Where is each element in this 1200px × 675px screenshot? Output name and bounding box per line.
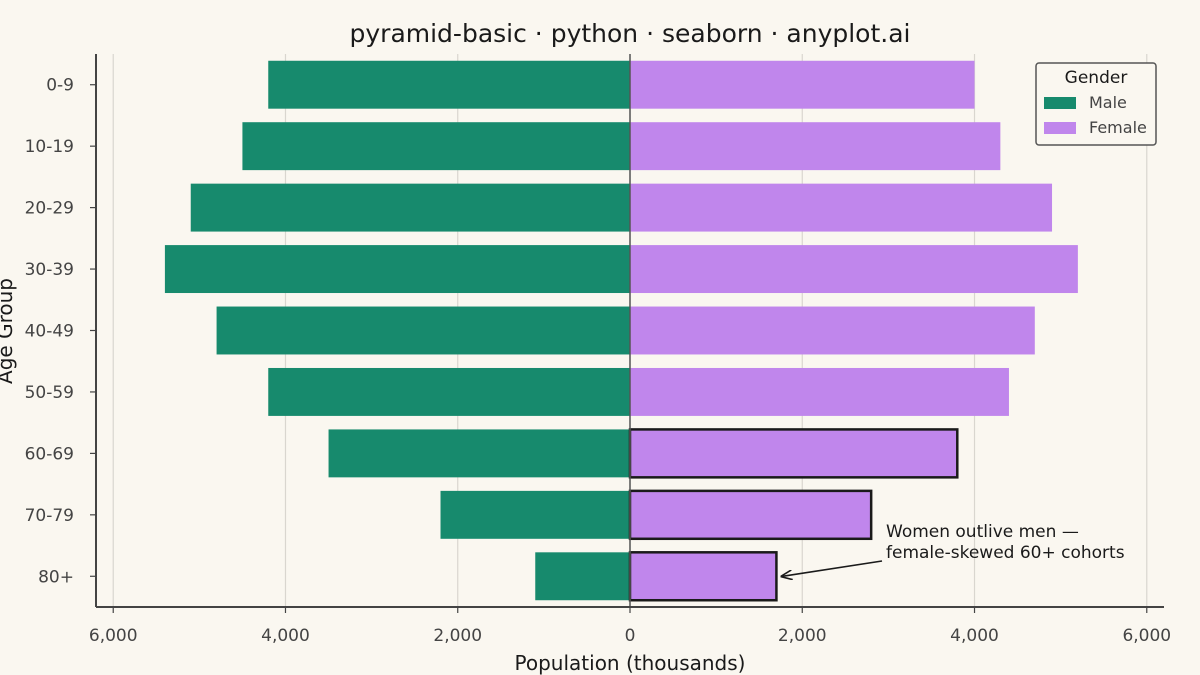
y-tick-label: 40-49 [25, 322, 74, 342]
y-tick-label: 30-39 [25, 260, 74, 280]
x-tick-label: 2,000 [433, 626, 482, 646]
female-bar-60-69 [628, 428, 959, 479]
legend-swatch-female [1044, 122, 1076, 134]
legend-label-female: Female [1089, 118, 1147, 137]
male-bar-10-19 [242, 122, 630, 171]
y-tick-label: 80+ [38, 567, 74, 587]
x-tick-label: 0 [625, 626, 636, 646]
male-bar-80+ [535, 552, 630, 601]
annotation-arrow [782, 560, 883, 576]
x-tick-label: 2,000 [778, 626, 827, 646]
male-bar-50-59 [268, 367, 630, 416]
female-bar-10-19 [630, 122, 1001, 171]
male-bar-20-29 [190, 183, 630, 232]
female-bar-80+ [628, 551, 778, 602]
y-tick-label: 20-29 [25, 199, 74, 219]
x-tick-label: 4,000 [261, 626, 310, 646]
x-tick-label: 4,000 [950, 626, 999, 646]
female-bar-70-79 [628, 489, 873, 541]
x-axis-title: Population (thousands) [515, 651, 746, 675]
female-bar-50-59 [630, 367, 1009, 416]
male-bar-60-69 [328, 429, 630, 478]
male-bar-40-49 [216, 306, 631, 355]
annotation-text-line: female-skewed 60+ cohorts [886, 543, 1125, 563]
y-tick-label: 50-59 [25, 383, 74, 403]
x-tick-label: 6,000 [1122, 626, 1171, 646]
y-tick-label: 60-69 [25, 444, 74, 464]
legend-swatch-male [1044, 97, 1076, 109]
male-bar-30-39 [164, 245, 630, 294]
female-bar-0-9 [630, 60, 975, 109]
female-bar-30-39 [630, 245, 1078, 294]
legend-title: Gender [1065, 68, 1128, 88]
male-bar-70-79 [440, 490, 630, 539]
annotation: Women outlive men —female-skewed 60+ coh… [782, 522, 1125, 576]
male-bar-0-9 [268, 60, 630, 109]
y-tick-label: 10-19 [25, 137, 74, 157]
legend: Gender Male Female [1035, 62, 1157, 146]
legend-label-male: Male [1089, 93, 1127, 112]
female-bar-40-49 [630, 306, 1035, 355]
y-tick-label: 70-79 [25, 506, 74, 526]
tick-labels: 6,000 4,000 2,000 0 2,000 4,000 6,000 0-9 10-19 2… [25, 76, 1172, 646]
chart-title: pyramid-basic · python · seaborn · anypl… [350, 19, 911, 48]
annotation-text-line: Women outlive men — [886, 522, 1079, 542]
y-axis-title: Age Group [0, 278, 17, 384]
y-tick-label: 0-9 [46, 76, 74, 96]
bars [164, 60, 1078, 602]
x-tick-label: 6,000 [89, 626, 138, 646]
axes [90, 54, 1164, 613]
female-bar-20-29 [630, 183, 1053, 232]
